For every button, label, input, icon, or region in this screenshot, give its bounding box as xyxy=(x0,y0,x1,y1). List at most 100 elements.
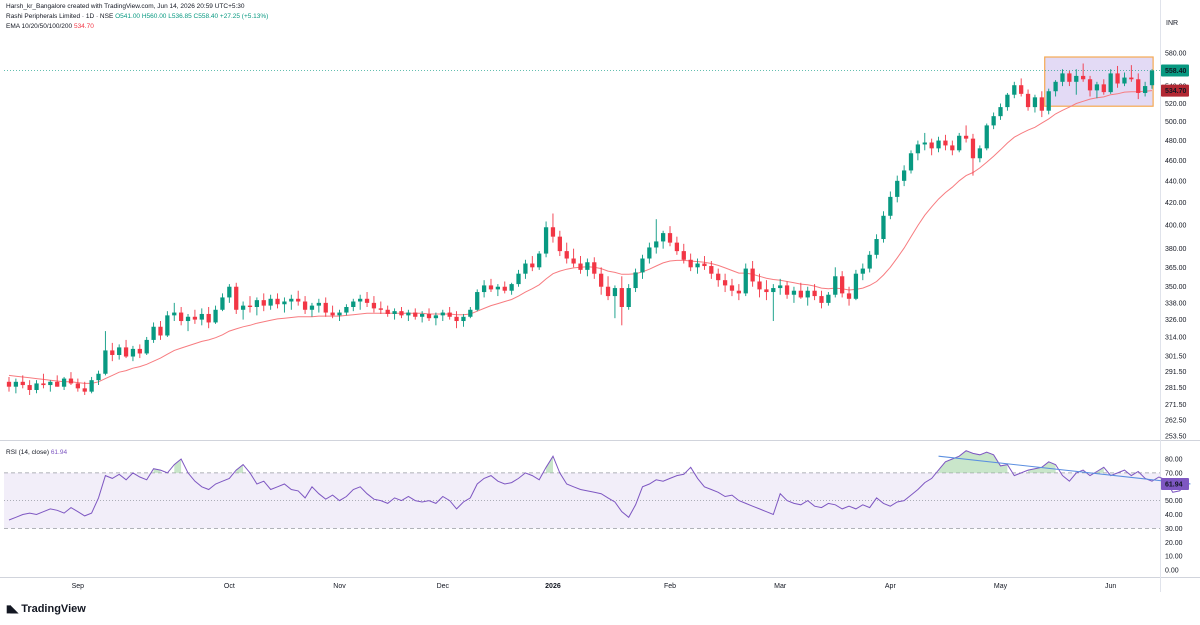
candle-body xyxy=(75,383,80,389)
ema-price-badge xyxy=(1161,84,1189,97)
candle-body xyxy=(89,380,94,392)
rsi-tick-label: 50.00 xyxy=(1165,498,1183,505)
candle-body xyxy=(599,273,604,287)
candle-body xyxy=(234,286,239,310)
candle-body xyxy=(716,273,721,281)
price-tick-label: 380.00 xyxy=(1165,246,1187,253)
candle-body xyxy=(454,316,459,322)
candle-body xyxy=(461,316,466,322)
rsi-value: 61.94 xyxy=(50,449,68,456)
candle-body xyxy=(771,288,776,293)
candle-body xyxy=(874,239,879,255)
candle-body xyxy=(840,276,845,294)
candle-body xyxy=(337,312,342,316)
time-axis-label: Dec xyxy=(437,583,450,590)
price-tick-label: 440.00 xyxy=(1165,178,1187,185)
candle-body xyxy=(27,385,32,390)
candle-body xyxy=(240,305,246,310)
candle-body xyxy=(103,350,108,374)
candle-body xyxy=(1122,77,1127,84)
candle-body xyxy=(282,301,287,305)
candle-body xyxy=(743,268,748,294)
time-axis-label: 2026 xyxy=(545,583,561,590)
symbol-title: Rashi Peripherals Limited · 1D · NSE xyxy=(6,13,114,20)
candle-body xyxy=(530,263,535,268)
candle-body xyxy=(481,285,487,293)
candle-body xyxy=(275,298,280,305)
tradingview-logo: ▮◣ TradingView xyxy=(6,603,86,615)
candle-body xyxy=(1074,75,1079,82)
candle-body xyxy=(192,316,198,320)
candle-body xyxy=(757,281,762,290)
candle-body xyxy=(502,286,507,291)
candle-body xyxy=(309,305,315,310)
candle-body xyxy=(736,290,742,294)
candle-body xyxy=(729,285,735,291)
ema-label: EMA 10/20/50/100/200 xyxy=(6,23,73,30)
candle-body xyxy=(137,348,142,354)
candle-body xyxy=(495,286,501,290)
candle-body xyxy=(509,284,514,291)
candle-body xyxy=(585,262,590,270)
candle-body xyxy=(110,350,115,355)
candle-body xyxy=(268,298,273,306)
candle-body xyxy=(1101,84,1106,93)
candle-body xyxy=(55,381,60,387)
currency-label: INR xyxy=(1166,20,1178,27)
candle-body xyxy=(798,290,803,298)
candle-body xyxy=(970,138,976,159)
candle-body xyxy=(895,180,900,197)
candle-body xyxy=(165,315,170,336)
time-axis-label: May xyxy=(994,583,1008,590)
candle-body xyxy=(950,145,955,151)
candle-body xyxy=(998,107,1003,117)
candle-body xyxy=(867,254,872,269)
candle-body xyxy=(1129,77,1134,80)
candle-body xyxy=(605,286,611,297)
candle-body xyxy=(1032,97,1038,108)
rsi-overbought-fill xyxy=(236,464,244,473)
candle-body xyxy=(117,347,122,355)
candle-body xyxy=(468,309,473,317)
candle-body xyxy=(1005,94,1010,108)
candle-body xyxy=(963,135,969,139)
candle-body xyxy=(929,142,934,149)
attribution-line: Harsh_kr_Bangalore created with TradingV… xyxy=(6,3,245,10)
candle-body xyxy=(784,285,790,295)
price-tick-label: 480.00 xyxy=(1165,138,1187,145)
time-axis-label: Oct xyxy=(224,583,235,590)
candle-body xyxy=(860,268,865,274)
candle-body xyxy=(1012,85,1017,95)
candle-body xyxy=(1025,93,1031,108)
candle-body xyxy=(764,289,769,293)
rsi-tick-label: 10.00 xyxy=(1165,554,1183,561)
candle-body xyxy=(550,227,556,237)
candle-body xyxy=(943,140,948,146)
candle-body xyxy=(805,290,810,298)
candle-body xyxy=(344,307,349,313)
candle-body xyxy=(296,298,301,302)
candle-body xyxy=(537,253,542,268)
rsi-band xyxy=(4,472,1160,529)
time-axis-label: Jun xyxy=(1105,583,1116,590)
rsi-line xyxy=(8,450,1187,521)
time-axis-label: Nov xyxy=(333,583,346,590)
candle-body xyxy=(1019,85,1024,94)
candle-body xyxy=(323,302,328,313)
candle-body xyxy=(853,273,859,299)
price-tick-label: 338.00 xyxy=(1165,300,1187,307)
candle-body xyxy=(984,125,989,149)
price-tick-label: 520.00 xyxy=(1165,101,1187,108)
candle-body xyxy=(523,263,528,274)
candle-body xyxy=(289,298,294,302)
rsi-tick-label: 40.00 xyxy=(1165,512,1183,519)
candle-body xyxy=(812,290,817,297)
candle-body xyxy=(96,373,101,381)
rsi-overbought-fill xyxy=(153,468,161,473)
candle-body xyxy=(20,381,25,386)
candle-body xyxy=(172,312,177,316)
candle-body xyxy=(612,288,618,297)
candle-body xyxy=(1094,84,1100,91)
candle-body xyxy=(1142,86,1148,93)
